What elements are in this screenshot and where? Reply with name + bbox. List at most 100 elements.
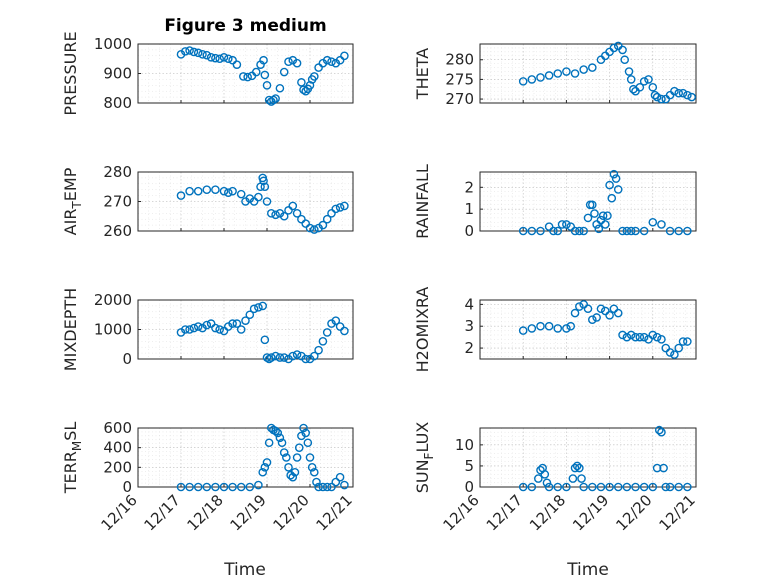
data-point	[670, 350, 679, 359]
data-point	[652, 92, 662, 102]
data-point	[678, 88, 688, 98]
y-tick-label: 3	[464, 317, 474, 335]
y-axis-label: PRESSURE	[61, 31, 80, 115]
data-point	[592, 313, 601, 322]
y-axis-label: THETA	[413, 48, 432, 100]
y-tick-label: 280	[445, 51, 474, 69]
data-point	[260, 335, 270, 345]
data-point	[527, 226, 537, 236]
data-point	[562, 482, 571, 492]
data-point	[540, 470, 550, 479]
data-point	[549, 226, 558, 236]
data-point	[211, 482, 220, 492]
data-point	[185, 186, 194, 196]
data-point	[312, 477, 321, 487]
data-point	[314, 482, 323, 492]
data-point	[544, 71, 554, 80]
data-point	[639, 482, 649, 492]
data-point	[292, 453, 302, 462]
subplot-4: 0 1000 2000 MIXDEPTH	[61, 288, 354, 371]
data-point	[260, 463, 270, 472]
data-point	[223, 188, 233, 197]
data-point	[301, 428, 311, 438]
data-point	[294, 443, 304, 452]
data-point	[236, 325, 246, 334]
data-point	[340, 480, 349, 490]
subplot-0: 800 900 1000 PRESSURE Figure 3 medium	[61, 16, 354, 116]
y-tick-label: 10	[455, 436, 474, 454]
data-point	[279, 211, 289, 221]
data-point	[305, 223, 315, 233]
data-point	[211, 185, 220, 194]
data-point	[228, 482, 237, 492]
data-point	[340, 201, 349, 211]
data-point	[206, 319, 216, 328]
data-point	[618, 330, 627, 340]
y-tick-label: 275	[445, 70, 474, 88]
data-point	[243, 72, 252, 82]
data-point	[202, 482, 212, 492]
data-point	[260, 182, 270, 192]
data-point	[592, 220, 601, 229]
axes-frame	[479, 43, 697, 104]
data-point	[271, 426, 280, 436]
subplot-5: 2 3 4 H2OMIXRA	[413, 287, 697, 372]
data-point	[277, 438, 287, 448]
data-point	[275, 353, 285, 362]
data-point	[631, 226, 640, 236]
data-point	[609, 169, 619, 179]
y-tick-label: 800	[103, 94, 132, 112]
data-point	[588, 63, 597, 72]
data-point	[322, 214, 332, 224]
data-point	[536, 321, 545, 331]
data-point	[185, 46, 194, 55]
data-point	[635, 332, 645, 342]
data-point	[269, 95, 278, 105]
data-point	[527, 75, 537, 84]
data-point	[292, 208, 302, 218]
data-point	[639, 226, 649, 236]
data-point	[211, 323, 220, 333]
data-point	[542, 478, 552, 488]
data-point	[518, 482, 528, 492]
data-point	[258, 301, 268, 311]
data-point	[215, 54, 224, 64]
axes-frame	[137, 299, 354, 360]
data-point	[518, 226, 528, 236]
data-point	[228, 186, 237, 196]
data-point	[605, 180, 614, 190]
data-point	[322, 482, 332, 492]
data-point	[657, 335, 666, 344]
data-point	[566, 321, 576, 331]
data-point	[588, 200, 597, 210]
data-point	[262, 353, 272, 362]
data-point	[665, 348, 675, 357]
chart-title: Figure 3 medium	[164, 16, 326, 36]
data-point	[297, 214, 306, 224]
data-point	[583, 213, 593, 223]
data-point	[622, 332, 632, 342]
data-point	[185, 482, 194, 492]
data-point	[631, 332, 640, 342]
data-point	[327, 208, 336, 218]
data-point	[544, 222, 554, 231]
data-point	[674, 88, 684, 98]
y-tick-label: 0	[122, 478, 132, 496]
data-point	[271, 94, 280, 103]
data-point	[620, 55, 630, 65]
data-point	[579, 482, 588, 492]
data-point	[299, 85, 308, 95]
data-point	[259, 176, 268, 186]
data-point	[236, 482, 246, 492]
data-point	[518, 326, 528, 335]
data-point	[271, 351, 280, 361]
data-point	[683, 226, 692, 236]
data-point	[335, 203, 345, 212]
data-point	[275, 433, 285, 443]
data-point	[527, 324, 537, 333]
x-tick-label: 12/16	[98, 491, 141, 534]
data-point	[271, 210, 280, 220]
data-point	[626, 226, 636, 236]
data-point	[527, 482, 537, 492]
